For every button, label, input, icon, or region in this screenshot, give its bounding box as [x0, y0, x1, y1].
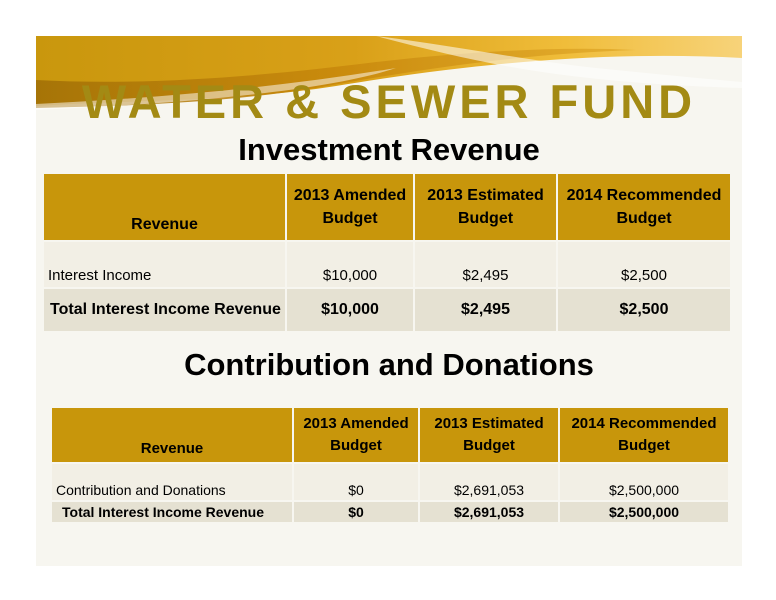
header-2014-recommended: 2014 Recommended Budget — [558, 406, 730, 464]
total-row: Total Interest Income Revenue $10,000 $2… — [42, 287, 732, 333]
page-title: WATER & SEWER FUND — [81, 75, 697, 128]
cell-2013-amended: $10,000 — [285, 240, 415, 289]
cell-2013-estimated: $2,691,053 — [418, 462, 560, 502]
row-label: Interest Income — [42, 240, 287, 289]
table-header-row: Revenue 2013 Amended Budget 2013 Estimat… — [50, 406, 730, 464]
cell-2014-recommended: $2,500 — [556, 240, 732, 289]
decorative-swoosh — [36, 36, 742, 110]
contributions-heading: Contribution and Donations — [184, 347, 594, 382]
cell-2013-estimated: $2,691,053 — [418, 500, 560, 524]
cell-2013-amended: $0 — [292, 462, 420, 502]
total-row: Total Interest Income Revenue $0 $2,691,… — [50, 500, 730, 524]
row-label: Contribution and Donations — [50, 462, 294, 502]
cell-2014-recommended: $2,500,000 — [558, 462, 730, 502]
cell-2014-recommended: $2,500,000 — [558, 500, 730, 524]
investment-revenue-table: Revenue 2013 Amended Budget 2013 Estimat… — [42, 172, 732, 333]
row-label: Total Interest Income Revenue — [42, 287, 287, 333]
slide: WATER & SEWER FUND Investment Revenue Re… — [36, 36, 742, 566]
header-2013-estimated: 2013 Estimated Budget — [413, 172, 558, 242]
table-header-row: Revenue 2013 Amended Budget 2013 Estimat… — [42, 172, 732, 242]
header-2013-amended: 2013 Amended Budget — [292, 406, 420, 464]
cell-2013-amended: $0 — [292, 500, 420, 524]
row-label: Total Interest Income Revenue — [50, 500, 294, 524]
header-revenue: Revenue — [42, 172, 287, 242]
header-2013-amended: 2013 Amended Budget — [285, 172, 415, 242]
table-row: Contribution and Donations $0 $2,691,053… — [50, 462, 730, 502]
cell-2013-amended: $10,000 — [285, 287, 415, 333]
investment-revenue-heading: Investment Revenue — [238, 132, 540, 167]
cell-2013-estimated: $2,495 — [413, 240, 558, 289]
contributions-table: Revenue 2013 Amended Budget 2013 Estimat… — [50, 406, 730, 524]
header-revenue: Revenue — [50, 406, 294, 464]
cell-2014-recommended: $2,500 — [556, 287, 732, 333]
table-row: Interest Income $10,000 $2,495 $2,500 — [42, 240, 732, 289]
header-2013-estimated: 2013 Estimated Budget — [418, 406, 560, 464]
cell-2013-estimated: $2,495 — [413, 287, 558, 333]
header-2014-recommended: 2014 Recommended Budget — [556, 172, 732, 242]
